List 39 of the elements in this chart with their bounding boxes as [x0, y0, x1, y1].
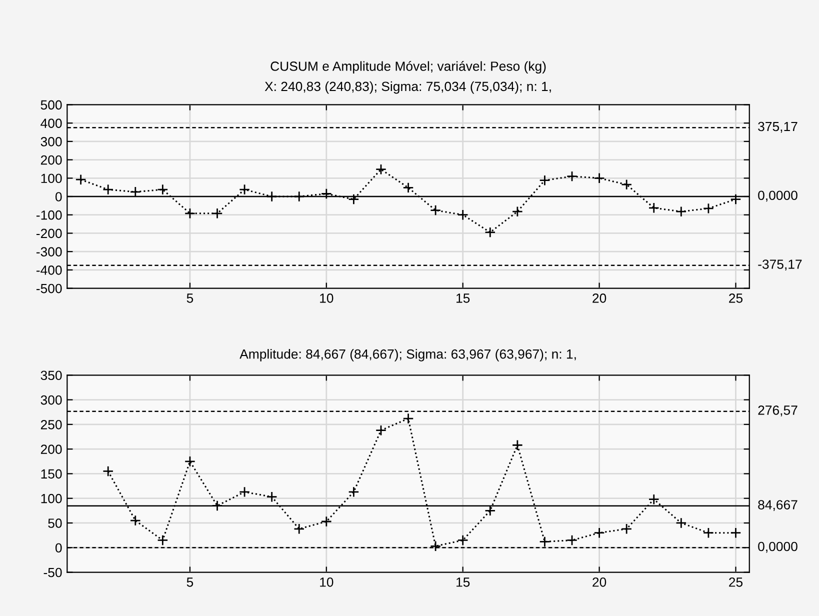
ref-line-label: 375,17 — [758, 122, 798, 133]
y-tick-label: 400 — [40, 118, 62, 128]
x-tick-label: 20 — [592, 577, 606, 587]
chart-title: Amplitude: 84,667 (84,667); Sigma: 63,967 (63,967); n: 1, — [240, 349, 576, 362]
y-tick-label: -400 — [36, 266, 62, 275]
x-tick-label: 20 — [592, 294, 606, 303]
y-tick-label: -300 — [36, 247, 62, 256]
y-tick-label: 0 — [55, 192, 62, 202]
y-tick-label: 300 — [40, 395, 62, 405]
y-tick-label: 500 — [40, 100, 62, 110]
ref-line-label: 84,667 — [758, 500, 798, 511]
y-tick-label: 50 — [48, 518, 62, 528]
ref-line-label: 0,0000 — [758, 542, 798, 553]
y-tick-label: 150 — [41, 469, 62, 479]
y-tick-label: -500 — [36, 284, 62, 294]
y-tick-label: 300 — [40, 137, 62, 146]
x-tick-label: 10 — [320, 577, 334, 587]
x-tick-label: 10 — [320, 294, 334, 303]
ref-line-label: -375,17 — [758, 260, 802, 270]
y-tick-label: 200 — [40, 155, 62, 165]
y-tick-label: 0 — [55, 543, 62, 553]
chart-title: CUSUM e Amplitude Móvel; variável: Peso (kg) — [270, 61, 546, 74]
y-tick-label: 100 — [41, 174, 62, 184]
y-tick-label: -50 — [44, 568, 62, 578]
chart-subtitle: X: 240,83 (240,83); Sigma: 75,034 (75,034); n: 1, — [264, 81, 551, 94]
y-tick-label: 100 — [41, 494, 62, 504]
y-tick-label: -200 — [36, 228, 62, 238]
x-tick-label: 25 — [729, 294, 743, 303]
x-tick-label: 25 — [729, 577, 743, 587]
y-tick-label: 200 — [40, 444, 62, 454]
y-tick-label: -100 — [36, 210, 62, 220]
y-tick-label: 350 — [40, 370, 62, 380]
x-tick-label: 15 — [456, 294, 470, 303]
ref-line-label: 0,0000 — [758, 190, 798, 202]
ref-line-label: 276,57 — [758, 406, 798, 416]
y-tick-label: 250 — [40, 420, 62, 430]
x-tick-label: 5 — [186, 294, 194, 303]
x-tick-label: 5 — [186, 578, 194, 587]
x-tick-label: 15 — [456, 578, 470, 587]
